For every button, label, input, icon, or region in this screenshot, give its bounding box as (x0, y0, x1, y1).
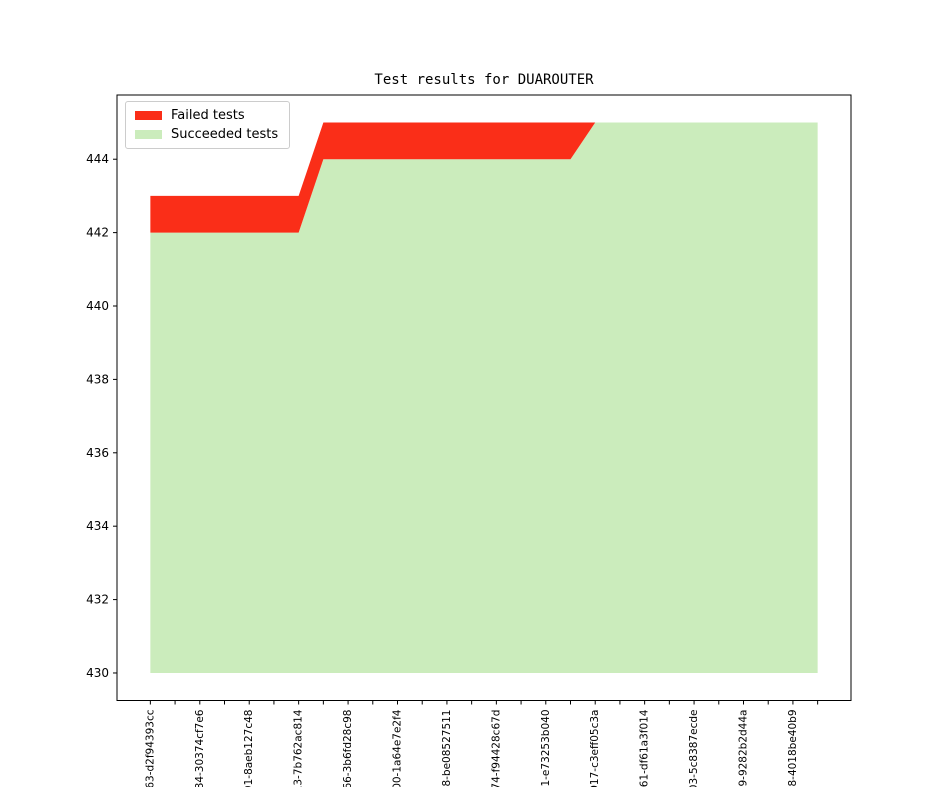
x-tick-label: 584-30374cf7e6 (194, 709, 206, 787)
failed-area (150, 122, 818, 233)
succeeded-area (150, 122, 818, 673)
axes-frame (116, 94, 852, 701)
x-tick-label: 917-c3eff05c3a (589, 710, 601, 787)
x-tick-label: 961-df61a3f014 (639, 709, 651, 787)
legend-swatch-failed-tests (135, 111, 162, 120)
x-tick-label: 00-1a64e7e2f4 (392, 709, 404, 787)
legend-item-succeeded-tests: Succeeded tests (135, 127, 278, 142)
legend-swatch-succeeded-tests (135, 130, 162, 139)
chart-title: Test results for DUAROUTER (374, 72, 594, 88)
x-tick-label: 58-4018be40b9 (787, 710, 799, 787)
legend-item-failed-tests: Failed tests (135, 108, 278, 123)
y-tick-label: 442 (86, 226, 109, 240)
y-tick-label: 430 (86, 666, 109, 680)
y-tick-label: 432 (86, 593, 109, 607)
x-tick-label: 13-7b762ac814 (293, 709, 305, 787)
x-tick-label: 766-3b6fd28c98 (342, 710, 354, 787)
legend: Failed tests Succeeded tests (125, 101, 291, 149)
x-tick-label: 03-5c8387ecde (688, 710, 700, 787)
x-tick-label: 01-e73253b040 (540, 710, 552, 787)
legend-label-failed-tests: Failed tests (171, 108, 245, 123)
y-tick-label: 444 (86, 152, 109, 166)
x-tick-label: 74-f94428c67d (490, 710, 502, 787)
y-tick-label: 438 (86, 372, 109, 386)
x-tick-label: 98-be08527511 (441, 710, 453, 787)
x-tick-label: 563-d2f94393cc (144, 709, 156, 787)
y-tick-label: 434 (86, 519, 109, 533)
x-tick-label: 91-8aeb127c48 (243, 710, 255, 787)
x-tick-label: 19-9282b2d44a (737, 710, 749, 787)
legend-label-succeeded-tests: Succeeded tests (171, 127, 279, 142)
y-tick-label: 440 (86, 299, 109, 313)
y-tick-label: 436 (86, 446, 109, 460)
